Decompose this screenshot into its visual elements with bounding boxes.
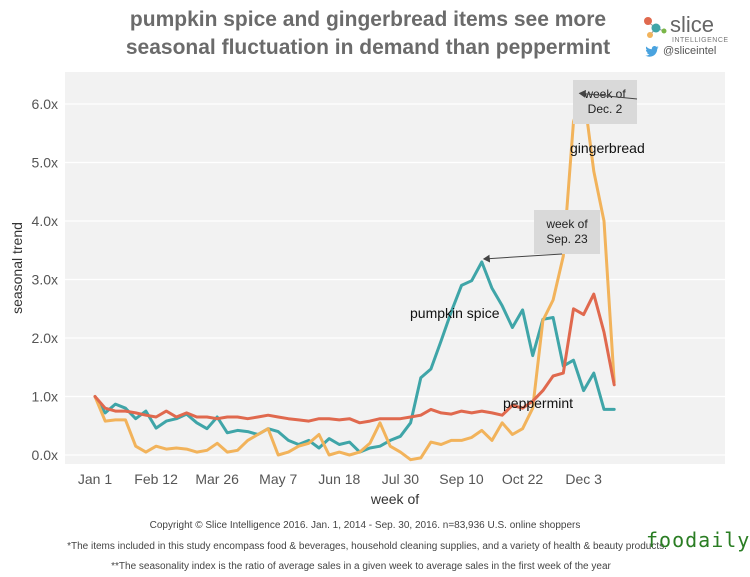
annotation-box <box>534 210 600 254</box>
footer-copyright: Copyright © Slice Intelligence 2016. Jan… <box>149 520 581 531</box>
x-tick-label: Sep 10 <box>439 471 484 487</box>
logo-name: slice <box>670 12 715 37</box>
y-tick-label: 0.0x <box>32 447 58 463</box>
annotation-arrow <box>482 253 563 263</box>
series-line-peppermint <box>93 292 616 425</box>
plot-area <box>65 72 725 464</box>
series-lines <box>93 90 616 462</box>
x-tick-label: Jan 1 <box>78 471 112 487</box>
annotation-arrow <box>578 89 638 100</box>
y-tick-label: 1.0x <box>32 389 58 405</box>
twitter-handle: @sliceintel <box>663 45 717 57</box>
footer-note-2: **The seasonality index is the ratio of … <box>111 561 611 572</box>
y-tick-label: 6.0x <box>32 96 58 112</box>
y-tick-label: 2.0x <box>32 330 58 346</box>
annotation-text-line-2: Dec. 2 <box>588 102 623 116</box>
series-labels: pumpkin spice gingerbread peppermint <box>410 140 645 411</box>
chart-title: pumpkin spice and gingerbread items see … <box>88 6 648 62</box>
series-label-peppermint: peppermint <box>503 395 573 411</box>
x-tick-label: Mar 26 <box>195 471 239 487</box>
x-tick-label: Jul 30 <box>382 471 420 487</box>
x-tick-label: Feb 12 <box>134 471 178 487</box>
annotation-text-line-2: Sep. 23 <box>546 232 588 246</box>
series-label-pumpkin-spice: pumpkin spice <box>410 305 500 321</box>
y-axis-label: seasonal trend <box>9 222 25 314</box>
series-line-gingerbread <box>93 90 616 462</box>
slice-logo: slice INTELLIGENCE @sliceintel <box>640 12 750 72</box>
y-tick-label: 5.0x <box>32 155 58 171</box>
x-tick-label: Dec 3 <box>565 471 602 487</box>
slice-molecule-icon <box>644 17 667 38</box>
y-tick-label: 3.0x <box>32 272 58 288</box>
footer-note-1: *The items included in this study encomp… <box>67 541 667 552</box>
title-line-2: seasonal fluctuation in demand than pepp… <box>125 36 611 59</box>
title-line-1: pumpkin spice and gingerbread items see … <box>129 8 607 31</box>
series-label-gingerbread: gingerbread <box>570 140 645 156</box>
logo-subtitle: INTELLIGENCE <box>672 37 729 44</box>
x-tick-label: May 7 <box>259 471 297 487</box>
twitter-bird-icon <box>645 46 659 57</box>
foodaily-watermark: foodaily <box>646 528 750 552</box>
x-tick-label: Jun 18 <box>318 471 360 487</box>
annotation-text-line-1: week of <box>545 217 588 231</box>
y-axis-ticks: 0.0x 1.0x 2.0x 3.0x 4.0x 5.0x 6.0x <box>32 96 58 463</box>
x-axis-ticks: Jan 1 Feb 12 Mar 26 May 7 Jun 18 Jul 30 Sep 10… <box>78 471 602 487</box>
y-tick-label: 4.0x <box>32 213 58 229</box>
annotation-text-line-1: week of <box>583 87 626 101</box>
annotation-box <box>573 80 637 124</box>
x-tick-label: Oct 22 <box>502 471 543 487</box>
x-axis-label: week of <box>370 491 419 507</box>
